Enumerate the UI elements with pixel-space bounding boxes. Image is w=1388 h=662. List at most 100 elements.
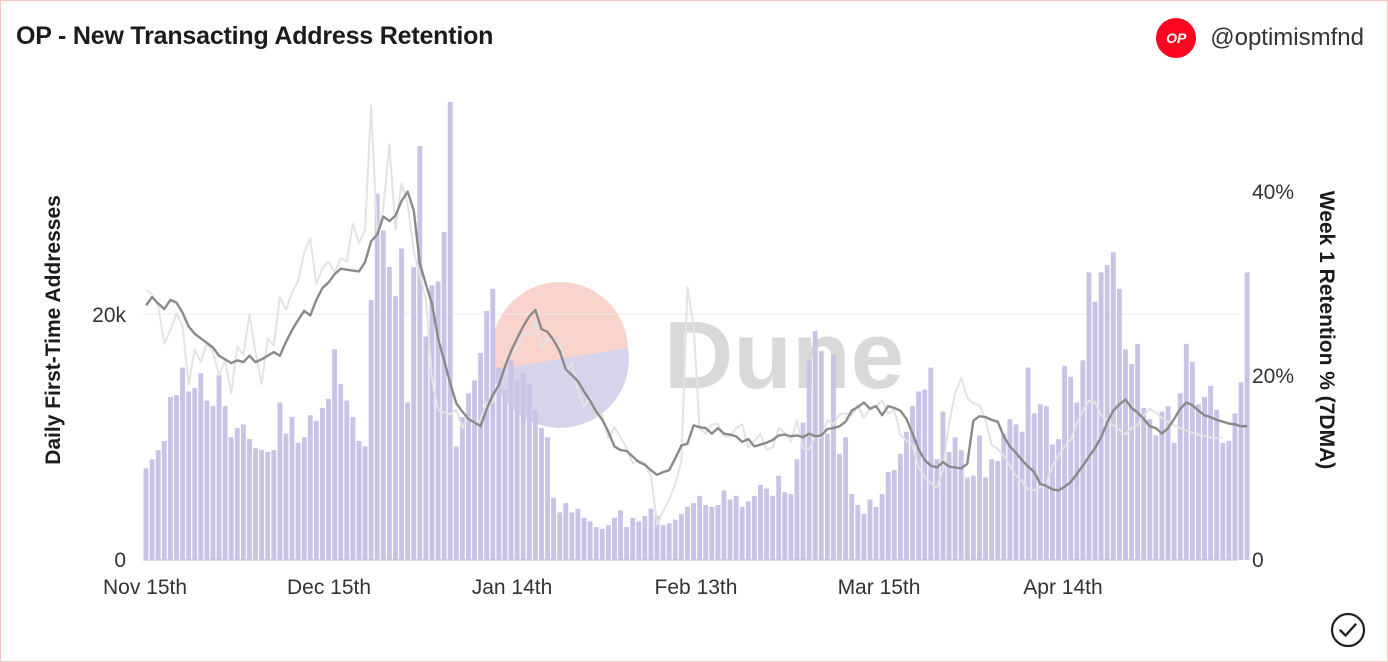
bar: [532, 409, 538, 560]
bar: [831, 354, 836, 560]
bar: [879, 494, 885, 560]
bar: [1050, 444, 1055, 560]
bar: [502, 389, 508, 560]
bar: [824, 433, 830, 560]
bar: [612, 517, 617, 560]
bar: [362, 446, 368, 560]
bar: [812, 331, 818, 560]
bar: [283, 433, 289, 560]
y-tick-0: 0: [114, 549, 126, 572]
bar: [210, 406, 216, 560]
bar: [423, 336, 429, 560]
bar: [466, 393, 471, 560]
bar: [1110, 252, 1116, 560]
bar: [167, 396, 173, 560]
x-tick-nov15: Nov 15th: [103, 576, 187, 599]
bar: [265, 451, 271, 560]
y-tick-20k: 20k: [92, 304, 126, 327]
bar: [277, 402, 283, 560]
bar: [983, 477, 988, 560]
bar: [386, 266, 392, 560]
bar: [313, 420, 319, 560]
bar: [484, 310, 490, 560]
bar: [989, 459, 995, 560]
bar: [837, 453, 842, 560]
op-logo-icon: OP: [1156, 18, 1197, 58]
bar: [1189, 362, 1195, 560]
bar: [940, 411, 946, 560]
bar: [1013, 424, 1019, 560]
bar: [587, 521, 593, 560]
bar: [630, 517, 636, 560]
bar: [733, 495, 739, 560]
bar: [1019, 431, 1025, 560]
bar: [1080, 360, 1086, 560]
bar: [946, 451, 952, 560]
bar: [1196, 404, 1201, 560]
bar: [861, 514, 867, 560]
bar: [904, 431, 909, 560]
bar: [399, 248, 404, 560]
bar: [192, 387, 198, 560]
bar: [806, 360, 812, 560]
dune-watermark: Dune: [492, 282, 904, 428]
brand-handle[interactable]: @optimismfnd: [1210, 24, 1364, 51]
bar: [593, 527, 599, 560]
bar: [782, 492, 788, 560]
bar: [149, 459, 155, 560]
y2-tick-0: 0: [1252, 549, 1264, 572]
brand[interactable]: OP @optimismfnd: [1156, 18, 1364, 58]
bar: [703, 505, 709, 560]
bar: [654, 516, 660, 560]
bar: [770, 495, 776, 560]
x-tick-mar15: Mar 15th: [838, 576, 921, 599]
retention-7dma-line: [145, 190, 1248, 492]
bar: [551, 497, 557, 560]
x-tick-dec15: Dec 15th: [287, 576, 371, 599]
bar: [459, 417, 465, 560]
bar: [666, 523, 672, 560]
bar: [234, 428, 240, 560]
bar: [1141, 407, 1147, 560]
bar: [867, 499, 873, 560]
bar: [636, 521, 642, 560]
bar: [618, 510, 623, 560]
bar: [198, 373, 204, 560]
bar: [916, 391, 922, 560]
bar: [1220, 442, 1226, 560]
bar: [952, 437, 958, 560]
x-tick-feb13: Feb 13th: [655, 576, 738, 599]
bar: [1238, 382, 1244, 560]
bar: [472, 380, 477, 560]
bar: [624, 527, 630, 560]
bar: [1129, 363, 1134, 560]
bar: [526, 384, 532, 560]
check-circle-icon[interactable]: [1330, 612, 1366, 648]
bar: [891, 470, 897, 560]
bar: [934, 459, 940, 560]
bar: [374, 193, 380, 560]
bar: [429, 285, 435, 560]
x-tick-apr14: Apr 14th: [1023, 576, 1102, 599]
bar: [995, 461, 1001, 560]
bar: [958, 450, 964, 560]
bar: [800, 422, 806, 560]
bar: [307, 415, 313, 560]
bar: [240, 424, 246, 560]
bar: [672, 519, 678, 560]
bar: [1226, 440, 1232, 560]
bar: [478, 352, 484, 560]
bar: [405, 402, 411, 560]
bar: [259, 450, 265, 560]
bar: [1135, 343, 1141, 560]
bar: [709, 506, 715, 560]
bar: [685, 506, 690, 560]
bar: [1062, 365, 1068, 560]
bar: [1177, 393, 1183, 560]
bar: [849, 494, 855, 560]
bar: [161, 440, 167, 560]
bar: [745, 501, 751, 560]
bar: [289, 417, 295, 560]
bar: [843, 437, 849, 560]
bar: [1232, 413, 1238, 560]
